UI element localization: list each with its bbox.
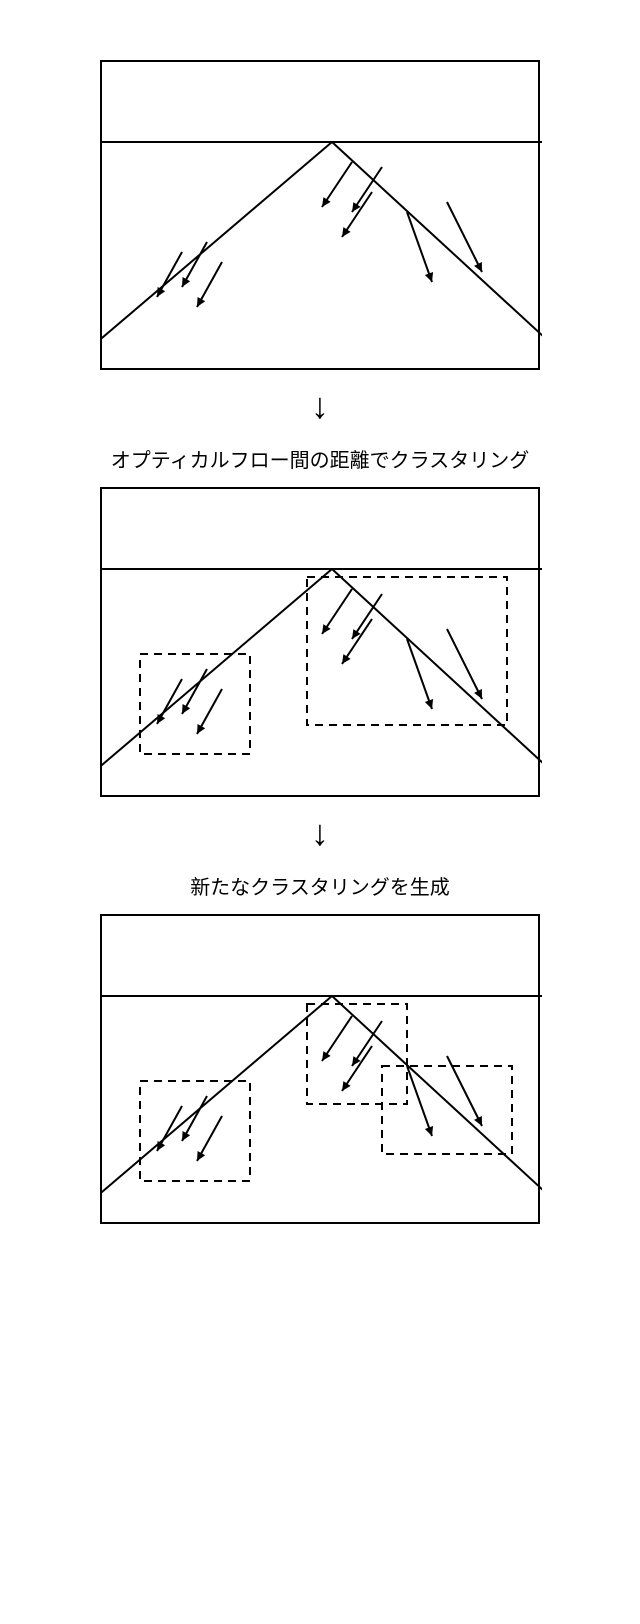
flow-arrow-1: ↓ xyxy=(311,388,329,424)
panel-step2 xyxy=(100,487,540,797)
panel-step1 xyxy=(100,60,540,370)
caption-step3: 新たなクラスタリングを生成 xyxy=(190,871,450,900)
flow-arrow-2: ↓ xyxy=(311,815,329,851)
diagram-container: ↓ オプティカルフロー間の距離でクラスタリング ↓ 新たなクラスタリングを生成 xyxy=(0,0,640,1284)
panel-step3 xyxy=(100,914,540,1224)
caption-step2: オプティカルフロー間の距離でクラスタリング xyxy=(111,444,529,473)
